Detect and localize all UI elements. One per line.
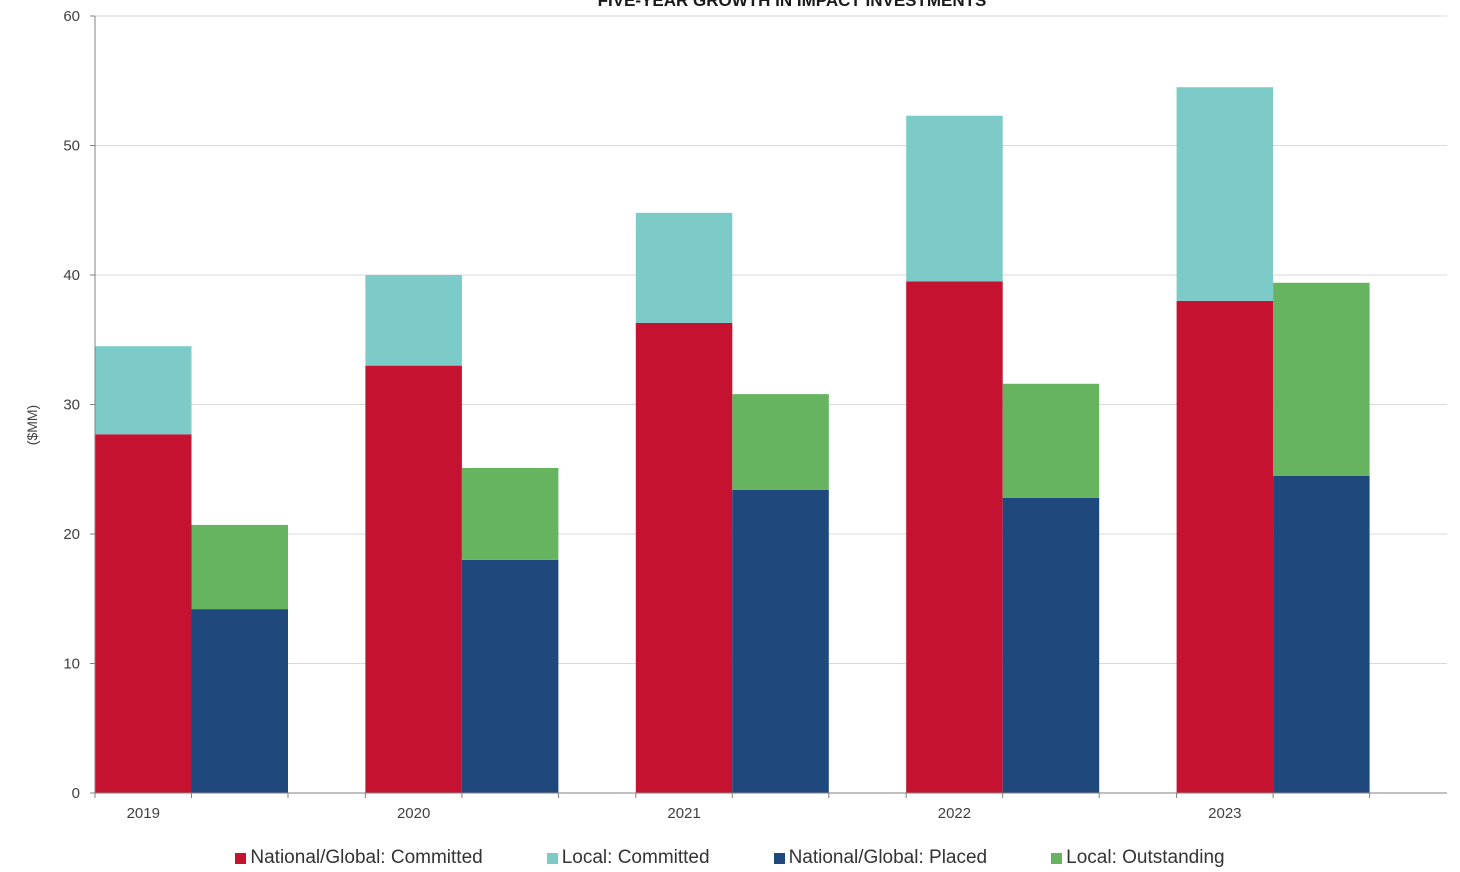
y-tick-label: 10 — [63, 656, 80, 673]
x-tick-label: 2022 — [938, 805, 971, 822]
legend-label: National/Global: Placed — [788, 847, 988, 868]
legend: National/Global: Committed Local: Committ… — [0, 845, 1460, 871]
legend-swatch — [235, 852, 247, 864]
legend-label: National/Global: Committed — [250, 847, 483, 868]
bar-national-global-placed-2020 — [461, 559, 559, 793]
bar-local-committed-2022 — [906, 115, 1003, 282]
bar-local-outstanding-2021 — [732, 394, 829, 490]
axes — [90, 15, 1447, 798]
legend-label: Local: Committed — [561, 847, 710, 868]
chart: 0 10 20 30 40 50 60 2019 2020 2021 2022 2023 FIVE-… — [24, 0, 1447, 822]
legend-item-national-global-committed: National/Global: Committed — [235, 847, 483, 869]
bar-national-global-placed-2021 — [732, 489, 829, 793]
bar-national-global-committed-2021 — [635, 322, 733, 793]
bar-national-global-committed-2023 — [1176, 300, 1274, 793]
legend-item-local-committed: Local: Committed — [546, 847, 710, 869]
y-axis-label: ($MM) — [24, 405, 40, 445]
x-tick-label: 2020 — [397, 805, 430, 822]
x-tick-label: 2019 — [127, 805, 160, 822]
bar-national-global-committed-2020 — [365, 365, 462, 793]
bar-national-global-placed-2019 — [191, 609, 288, 793]
bar-local-committed-2019 — [95, 346, 192, 435]
legend-label: Local: Outstanding — [1066, 847, 1225, 868]
bar-national-global-committed-2022 — [906, 281, 1003, 793]
y-tick-label: 60 — [63, 8, 80, 25]
bars — [95, 87, 1370, 793]
legend-swatch — [1051, 852, 1063, 864]
y-tick-label: 50 — [63, 138, 80, 155]
bar-local-outstanding-2020 — [461, 467, 559, 560]
y-tick-labels: 0 10 20 30 40 50 60 — [63, 8, 80, 802]
bar-national-global-committed-2019 — [95, 434, 192, 793]
legend-swatch — [773, 852, 785, 864]
bar-local-outstanding-2023 — [1273, 282, 1370, 476]
y-tick-label: 40 — [63, 267, 80, 284]
x-tick-label: 2023 — [1208, 805, 1241, 822]
x-tick-labels: 2019 2020 2021 2022 2023 — [127, 805, 1242, 822]
legend-item-local-outstanding: Local: Outstanding — [1051, 847, 1225, 869]
legend-swatch — [546, 852, 558, 864]
bar-national-global-placed-2023 — [1273, 475, 1370, 793]
x-tick-label: 2021 — [667, 805, 700, 822]
y-tick-label: 20 — [63, 526, 80, 543]
bar-local-outstanding-2022 — [1002, 383, 1100, 498]
bar-local-committed-2020 — [365, 275, 462, 366]
bar-local-outstanding-2019 — [191, 524, 288, 610]
bar-local-committed-2023 — [1176, 87, 1274, 301]
bar-national-global-placed-2022 — [1002, 497, 1100, 793]
y-tick-label: 30 — [63, 397, 80, 414]
bar-local-committed-2021 — [635, 212, 733, 323]
chart-title: FIVE-YEAR GROWTH IN IMPACT INVESTMENTS — [598, 0, 987, 10]
legend-item-national-global-placed: National/Global: Placed — [773, 847, 988, 869]
y-tick-label: 0 — [72, 785, 80, 802]
